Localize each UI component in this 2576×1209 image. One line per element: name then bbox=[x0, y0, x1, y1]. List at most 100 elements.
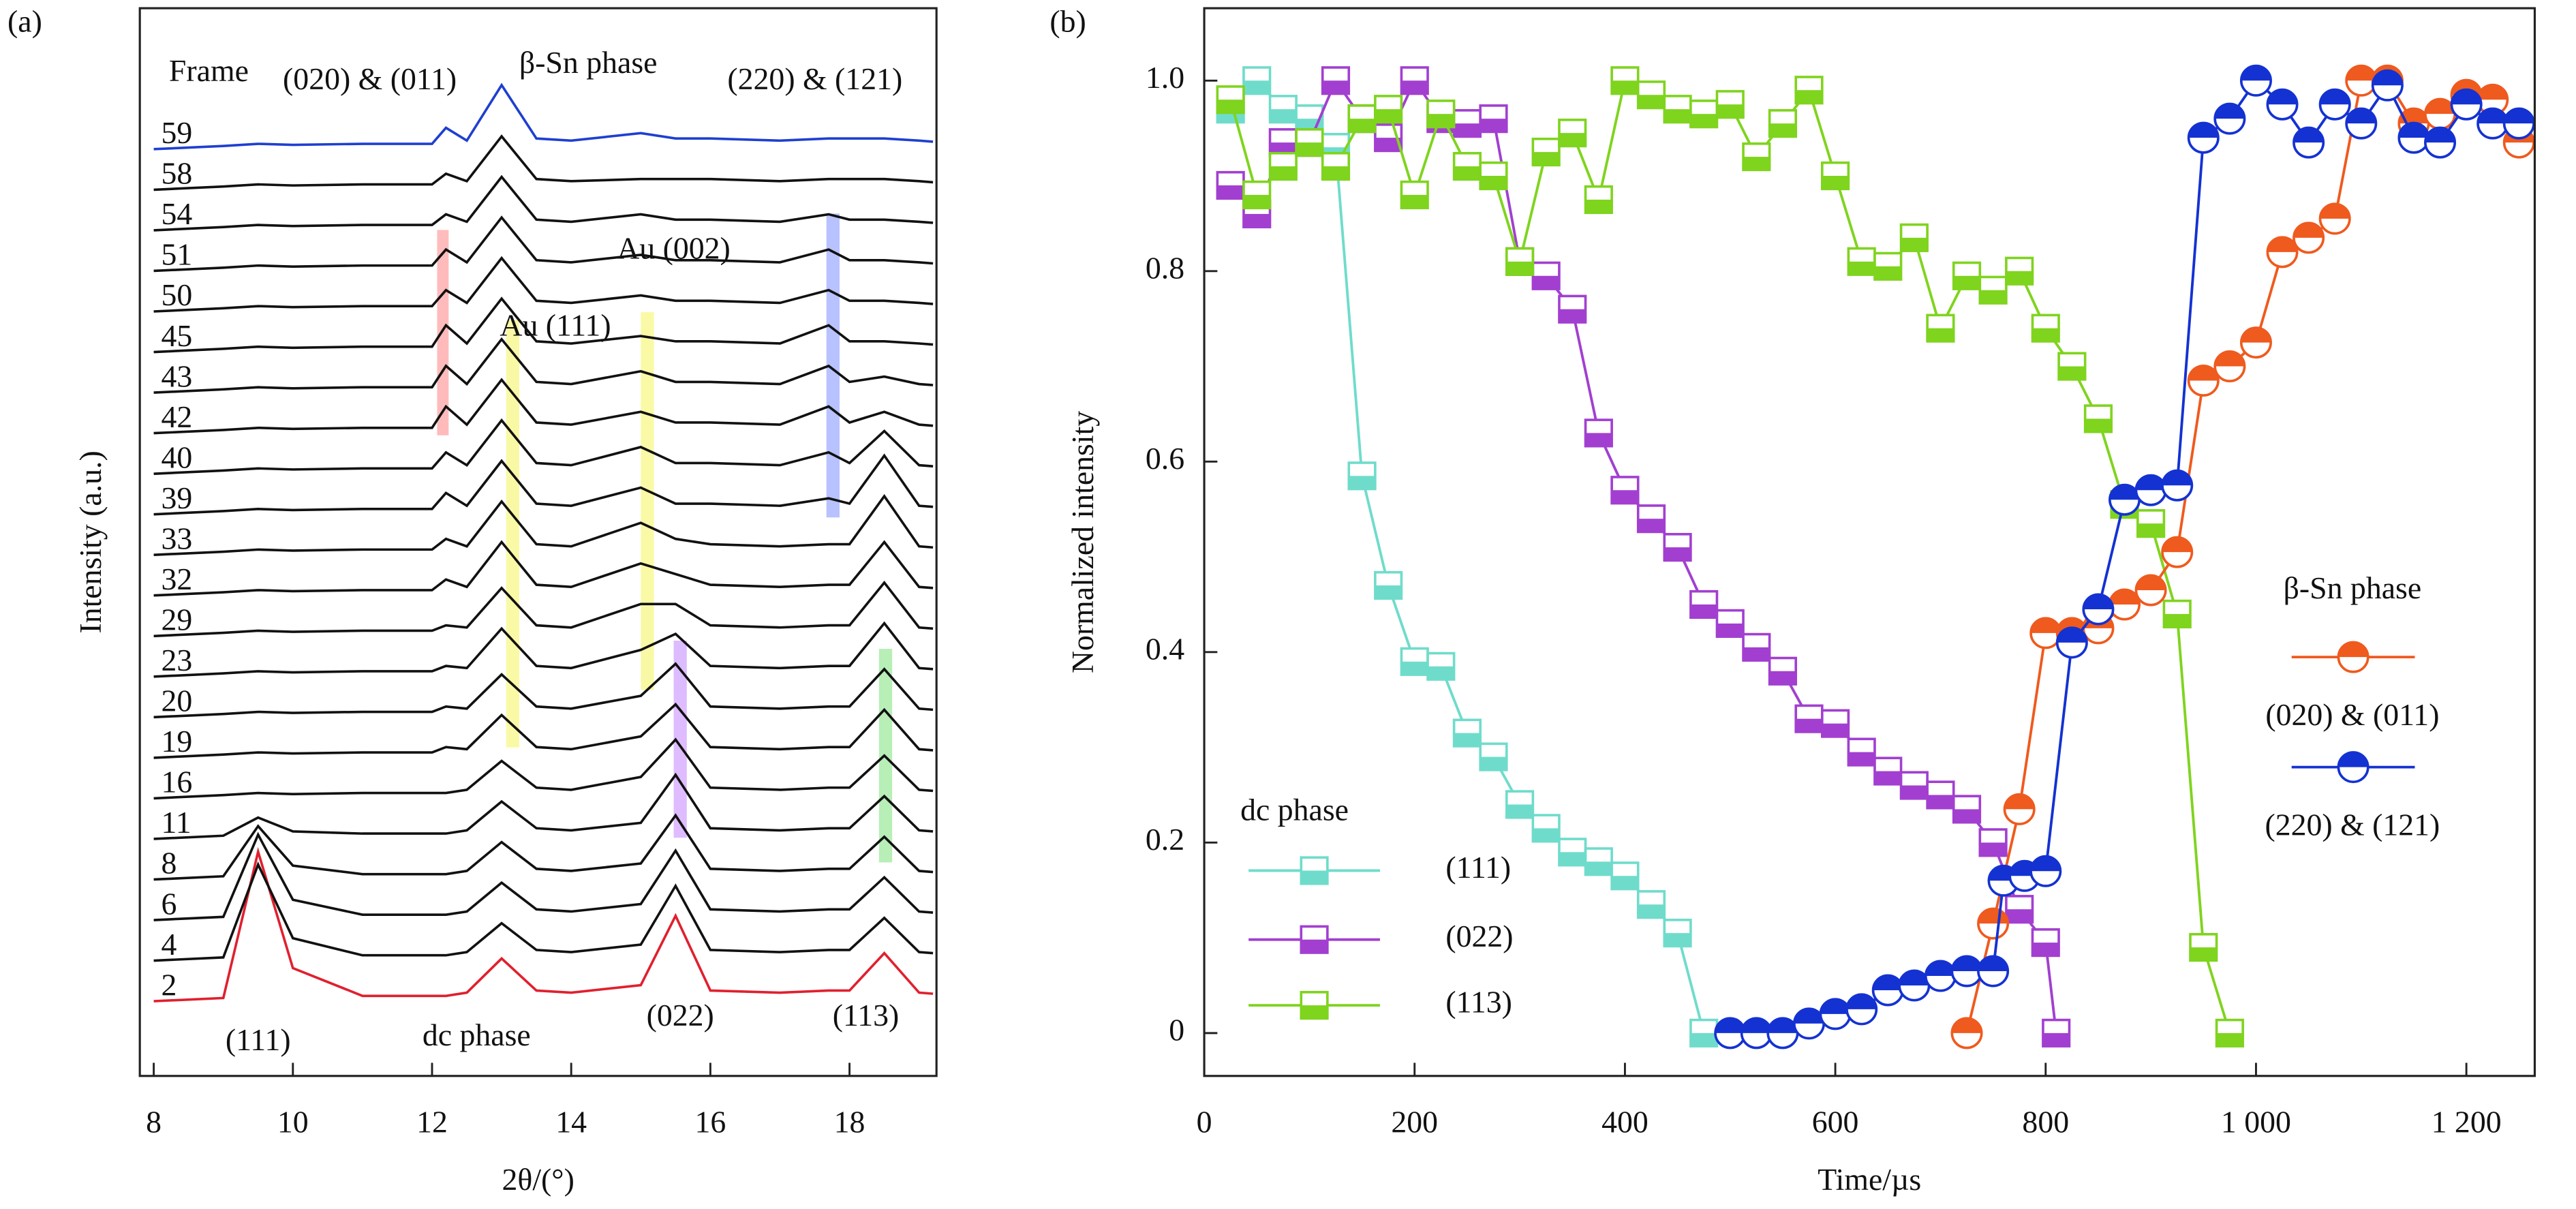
series-line bbox=[1730, 78, 2519, 1035]
marker-edge bbox=[1558, 294, 1587, 324]
marker-fill bbox=[1638, 904, 1665, 918]
marker-fill bbox=[1769, 671, 1796, 685]
marker bbox=[1531, 137, 1561, 167]
marker bbox=[2318, 202, 2351, 235]
marker bbox=[1821, 709, 1850, 738]
marker-fill bbox=[1612, 80, 1638, 94]
frame-label: 33 bbox=[162, 521, 193, 555]
marker bbox=[1871, 974, 1904, 1007]
marker-edge bbox=[1321, 151, 1351, 181]
legend-label: (220) & (121) bbox=[2265, 807, 2440, 842]
marker-edge bbox=[1295, 128, 1324, 157]
marker-fill bbox=[1846, 994, 1877, 1009]
marker-fill bbox=[1533, 275, 1559, 290]
marker-edge bbox=[1926, 313, 1955, 343]
marker-fill bbox=[2162, 470, 2192, 486]
marker-edge bbox=[1794, 76, 1824, 105]
marker-fill bbox=[2031, 618, 2061, 633]
marker-edge bbox=[1663, 533, 1692, 562]
marker-fill bbox=[1874, 266, 1901, 280]
marker bbox=[1636, 504, 1666, 534]
marker-fill bbox=[2162, 537, 2192, 553]
marker-edge bbox=[2162, 599, 2192, 629]
marker-edge bbox=[1715, 90, 1745, 119]
marker bbox=[1636, 80, 1666, 110]
marker bbox=[1899, 771, 1929, 800]
marker bbox=[2161, 469, 2194, 502]
marker-fill bbox=[2188, 123, 2218, 138]
marker-edge bbox=[1715, 609, 1745, 638]
marker-fill bbox=[2057, 628, 2087, 643]
frame-label: 2 bbox=[162, 967, 177, 1002]
marker-fill bbox=[1873, 975, 1903, 990]
y-tick-label: 0.8 bbox=[1146, 250, 1184, 285]
marker bbox=[2031, 928, 2060, 958]
marker-fill bbox=[1901, 785, 1928, 799]
x-tick-label: 10 bbox=[277, 1105, 309, 1139]
marker-fill bbox=[1585, 861, 1612, 875]
marker-fill bbox=[1952, 1018, 1982, 1033]
marker-fill bbox=[2241, 327, 2271, 343]
legend-marker bbox=[2337, 751, 2370, 784]
x-tick-label: 800 bbox=[2022, 1105, 2069, 1139]
marker bbox=[1584, 847, 1613, 876]
marker-fill bbox=[1401, 80, 1428, 94]
marker bbox=[1216, 85, 1245, 114]
marker-edge bbox=[1663, 919, 1692, 948]
marker bbox=[1793, 1007, 1826, 1040]
marker-edge bbox=[1426, 652, 1456, 681]
marker bbox=[2003, 793, 2036, 825]
frame-label: 40 bbox=[162, 440, 193, 474]
marker-fill bbox=[1796, 718, 1822, 732]
marker-fill bbox=[1585, 199, 1612, 213]
marker bbox=[2239, 64, 2272, 97]
marker-edge bbox=[1768, 109, 1798, 138]
marker bbox=[1742, 142, 1771, 172]
marker-edge bbox=[2189, 932, 2218, 962]
marker bbox=[1452, 151, 1482, 181]
marker-fill bbox=[1480, 756, 1507, 770]
marker-fill bbox=[2338, 642, 2368, 658]
legend-label: (111) bbox=[1445, 850, 1511, 885]
marker-fill bbox=[2083, 594, 2113, 609]
marker bbox=[1300, 925, 1329, 954]
annotation: Au (002) bbox=[617, 230, 731, 265]
marker bbox=[1374, 95, 1403, 124]
marker bbox=[1715, 90, 1745, 119]
marker-fill bbox=[1506, 804, 1533, 818]
marker-fill bbox=[1454, 166, 1481, 180]
spectrum-line bbox=[153, 861, 934, 962]
marker bbox=[1663, 95, 1692, 124]
spectrum-line bbox=[153, 493, 934, 557]
marker-fill bbox=[2425, 99, 2455, 114]
marker-fill bbox=[1664, 547, 1691, 561]
marker-edge bbox=[1610, 861, 1640, 891]
marker bbox=[1847, 737, 1876, 767]
marker-fill bbox=[1585, 433, 1612, 446]
marker-edge bbox=[1531, 814, 1561, 843]
marker bbox=[1794, 76, 1824, 105]
marker bbox=[2057, 352, 2087, 381]
marker-fill bbox=[2425, 127, 2455, 143]
marker-edge bbox=[1636, 890, 1666, 919]
marker bbox=[2318, 88, 2351, 121]
marker bbox=[2136, 509, 2166, 538]
marker bbox=[1663, 919, 1692, 948]
marker-fill bbox=[2216, 1032, 2243, 1047]
marker bbox=[2055, 626, 2088, 659]
marker-fill bbox=[1217, 100, 1244, 113]
marker bbox=[1636, 890, 1666, 919]
marker-fill bbox=[1980, 290, 2006, 304]
spectrum-line bbox=[153, 737, 934, 800]
marker-edge bbox=[1584, 185, 1613, 215]
marker bbox=[1479, 161, 1508, 191]
marker bbox=[2477, 107, 2509, 140]
series-line bbox=[1965, 79, 2520, 1034]
marker-fill bbox=[1270, 166, 1297, 180]
marker-fill bbox=[2320, 204, 2350, 219]
spectrum-line bbox=[153, 296, 934, 354]
marker bbox=[2266, 88, 2299, 121]
marker-edge bbox=[1479, 104, 1508, 134]
marker-fill bbox=[2032, 328, 2059, 341]
marker bbox=[2134, 574, 2167, 607]
